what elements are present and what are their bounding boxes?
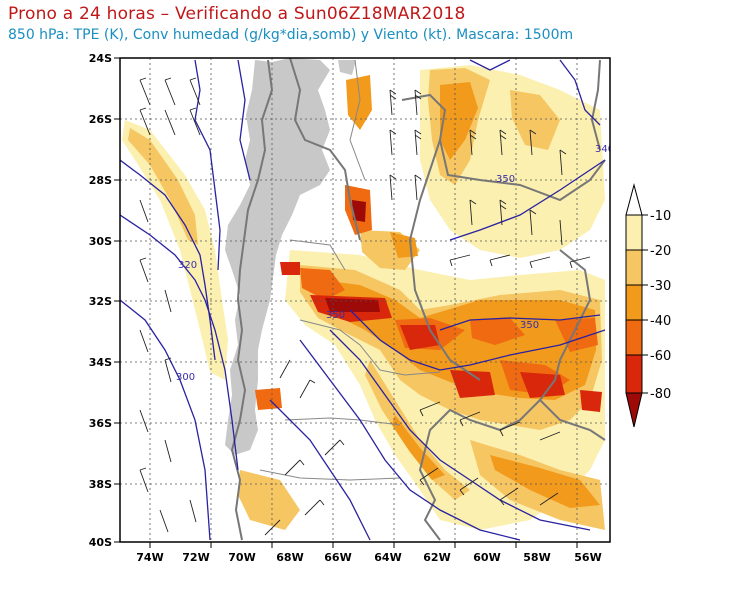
- latitude-axis: 24S 26S 28S 30S 32S 34S 36S 38S 40S: [89, 52, 120, 549]
- lon-label-66w: 66W: [324, 551, 351, 564]
- colorbar-label-10: -10: [650, 209, 671, 224]
- lat-lon-grid: [120, 58, 610, 542]
- lat-label-38s: 38S: [89, 478, 112, 491]
- colorbar-bin-3: [625, 284, 643, 321]
- longitude-axis: 74W 72W 70W 68W 66W 64W 62W 60W 58W 56W: [136, 542, 602, 564]
- map-frame: [119, 57, 611, 543]
- colorbar-labels: -10 -20 -30 -40 -60 -80: [650, 209, 671, 402]
- lat-label-32s: 32S: [89, 295, 112, 308]
- colorbar-bottom-arrow: [625, 392, 643, 428]
- political-borders: [230, 58, 606, 541]
- convergence-shading-strong: [255, 75, 602, 508]
- colorbar-label-60: -60: [650, 349, 671, 364]
- colorbar-bin-5: [625, 354, 643, 394]
- lat-label-28s: 28S: [89, 174, 112, 187]
- colorbar-label-80: -80: [650, 387, 671, 402]
- colorbar-bin-1: [625, 214, 643, 251]
- map-title: Prono a 24 horas – Verificando a Sun06Z1…: [8, 4, 466, 24]
- colorbar-label-30: -30: [650, 279, 671, 294]
- lon-label-58w: 58W: [523, 551, 550, 564]
- colorbar-bin-2: [625, 249, 643, 286]
- colorbar: [625, 183, 648, 428]
- province-borders: [259, 59, 441, 481]
- contour-label-340: 340: [595, 144, 614, 155]
- contour-label-350-c: 350: [326, 310, 345, 321]
- lon-label-60w: 60W: [473, 551, 500, 564]
- contour-label-320: 320: [178, 260, 197, 271]
- mask-patch: [338, 60, 356, 75]
- lat-label-26s: 26S: [89, 113, 112, 126]
- colorbar-label-40: -40: [650, 314, 671, 329]
- lat-label-30s: 30S: [89, 235, 112, 248]
- lat-label-36s: 36S: [89, 417, 112, 430]
- contour-label-350-a: 350: [496, 174, 515, 185]
- contour-labels: 320 300 350 350 350 340: [176, 144, 614, 383]
- colorbar-label-20: -20: [650, 244, 671, 259]
- lon-label-64w: 64W: [374, 551, 401, 564]
- map-subtitle: 850 hPa: TPE (K), Conv humedad (g/kg*dia…: [8, 27, 574, 43]
- wind-barbs: [139, 77, 591, 536]
- colorbar-top-arrow: [625, 183, 643, 216]
- lon-label-62w: 62W: [423, 551, 450, 564]
- lon-label-70w: 70W: [228, 551, 255, 564]
- lat-label-34s: 34S: [89, 356, 112, 369]
- colorbar-bin-4: [625, 319, 643, 356]
- contour-label-300: 300: [176, 372, 195, 383]
- lon-label-74w: 74W: [136, 551, 163, 564]
- andes-mask: [225, 58, 330, 455]
- lon-label-56w: 56W: [574, 551, 601, 564]
- lon-label-72w: 72W: [182, 551, 209, 564]
- contour-label-350-b: 350: [520, 320, 539, 331]
- tpe-contours: [120, 59, 606, 541]
- lat-label-24s: 24S: [89, 52, 112, 65]
- lon-label-68w: 68W: [276, 551, 303, 564]
- lat-label-40s: 40S: [89, 536, 112, 549]
